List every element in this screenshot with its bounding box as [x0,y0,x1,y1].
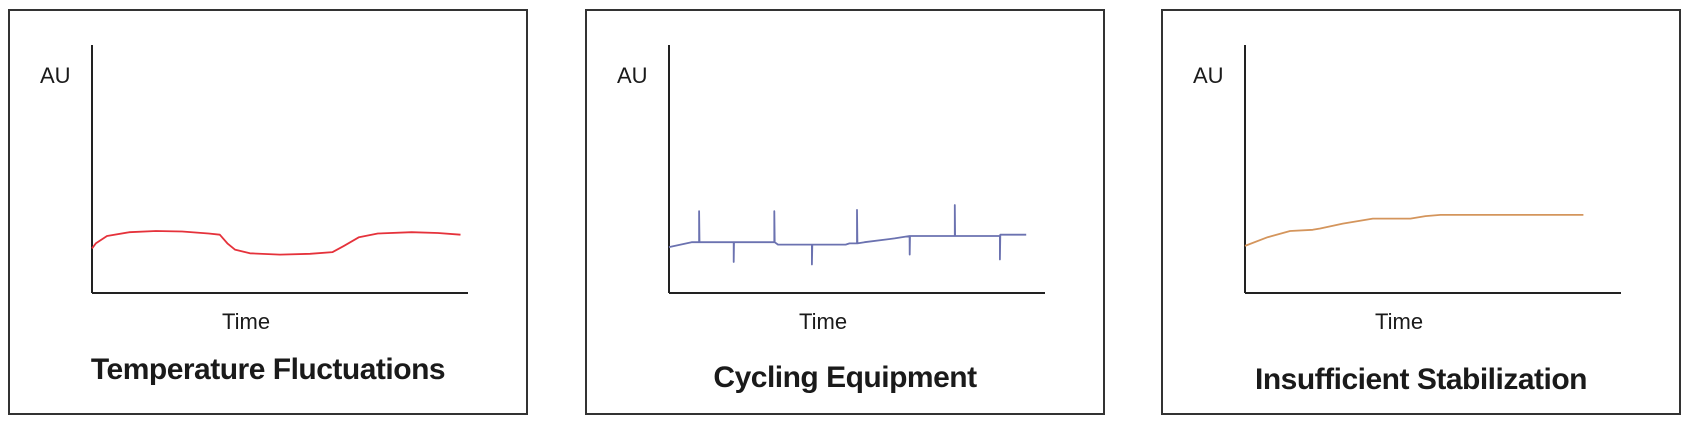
chart-svg [91,45,468,294]
series-line [1244,213,1584,247]
x-axis-label: Time [222,309,271,334]
y-axis-label: AU [1193,63,1224,88]
series-line [668,204,1027,266]
y-axis-label: AU [617,63,648,88]
chart-title: Cycling Equipment [713,361,977,394]
chart-title: Temperature Fluctuations [90,353,446,386]
chart-svg [668,45,1045,294]
panel-insufficient-stabilization: AU Time Insufficient Stabilization [1161,9,1681,415]
panel-cycling-equipment: AU Time Cycling Equipment [585,9,1105,415]
chart-svg [1244,45,1621,294]
chart-title: Insufficient Stabilization [1254,363,1588,396]
x-axis-label: Time [1375,309,1424,334]
panel-temperature-fluctuations: AU Time Temperature Fluctuations [8,9,528,415]
x-axis-label: Time [799,309,848,334]
series-line [91,230,461,256]
y-axis-label: AU [40,63,71,88]
